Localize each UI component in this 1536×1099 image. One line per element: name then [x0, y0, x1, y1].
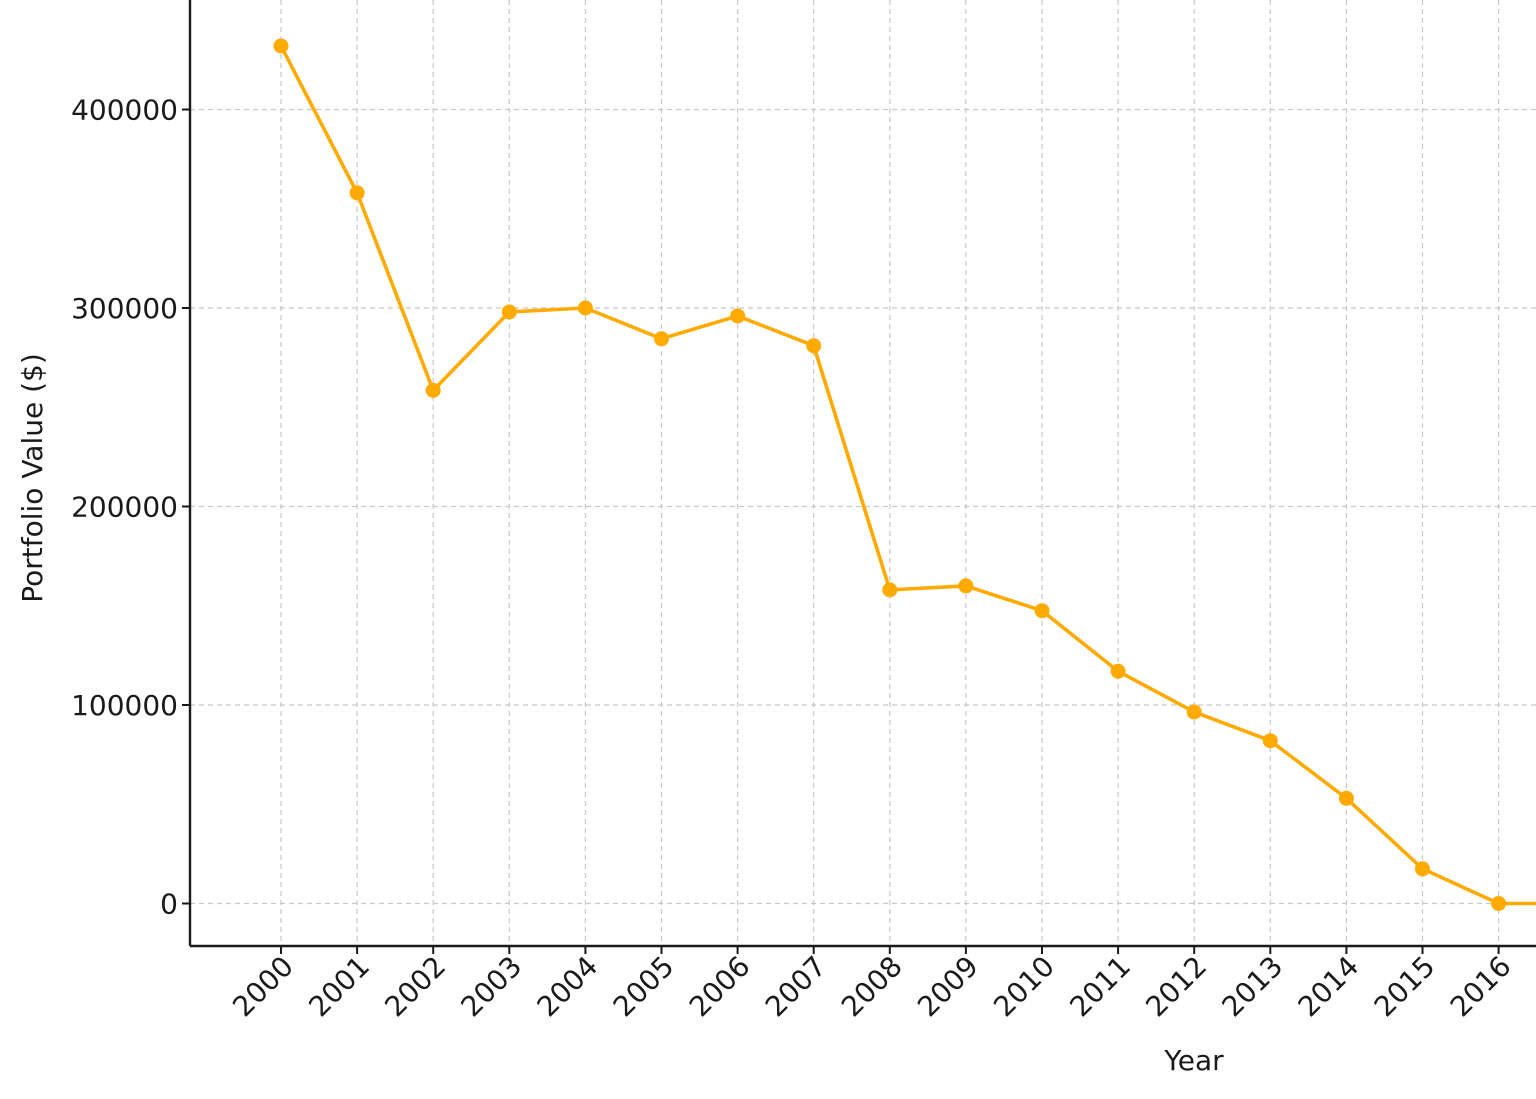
axes-layer — [182, 0, 1536, 954]
x-tick-label: 2007 — [759, 950, 833, 1024]
y-tick-label: 200000 — [71, 491, 178, 524]
y-axis-label: Portfolio Value ($) — [16, 353, 49, 603]
data-point — [578, 301, 593, 316]
data-point — [882, 582, 897, 597]
x-tick-label: 2005 — [607, 950, 681, 1024]
data-point — [1491, 896, 1506, 911]
x-tick-label: 2003 — [455, 950, 529, 1024]
x-axis-label: Year — [1163, 1044, 1224, 1077]
x-tick-label: 2012 — [1139, 950, 1213, 1024]
x-tick-label: 2010 — [987, 950, 1061, 1024]
data-point — [1415, 861, 1430, 876]
data-point — [502, 304, 517, 319]
y-tick-label: 0 — [160, 888, 178, 921]
y-tick-label: 100000 — [71, 689, 178, 722]
data-point — [1187, 704, 1202, 719]
x-tick-label: 2009 — [911, 950, 985, 1024]
x-tick-label: 2006 — [683, 950, 757, 1024]
x-tick-label: 2016 — [1444, 950, 1518, 1024]
x-tick-label: 2001 — [302, 950, 376, 1024]
series-line — [281, 46, 1536, 904]
x-tick-label: 2008 — [835, 950, 909, 1024]
x-tick-label: 2004 — [531, 950, 605, 1024]
x-tick-label: 2002 — [378, 950, 452, 1024]
data-layer — [274, 38, 1536, 911]
y-tick-label: 300000 — [71, 292, 178, 325]
y-tick-label: 400000 — [71, 94, 178, 127]
data-point — [806, 338, 821, 353]
data-point — [274, 38, 289, 53]
grid-layer — [190, 0, 1536, 946]
data-point — [1035, 603, 1050, 618]
y-tick-labels: 0 100000 200000 300000 400000 — [71, 94, 178, 921]
data-point — [654, 331, 669, 346]
x-tick-label: 2014 — [1292, 950, 1366, 1024]
data-point — [958, 578, 973, 593]
data-point — [730, 308, 745, 323]
x-tick-label: 2011 — [1063, 950, 1137, 1024]
x-tick-label: 2013 — [1216, 950, 1290, 1024]
data-point — [426, 383, 441, 398]
x-tick-label: 2015 — [1368, 950, 1442, 1024]
data-point — [1339, 791, 1354, 806]
data-point — [1111, 664, 1126, 679]
data-point — [350, 185, 365, 200]
data-point — [1263, 733, 1278, 748]
x-tick-label: 2000 — [226, 950, 300, 1024]
